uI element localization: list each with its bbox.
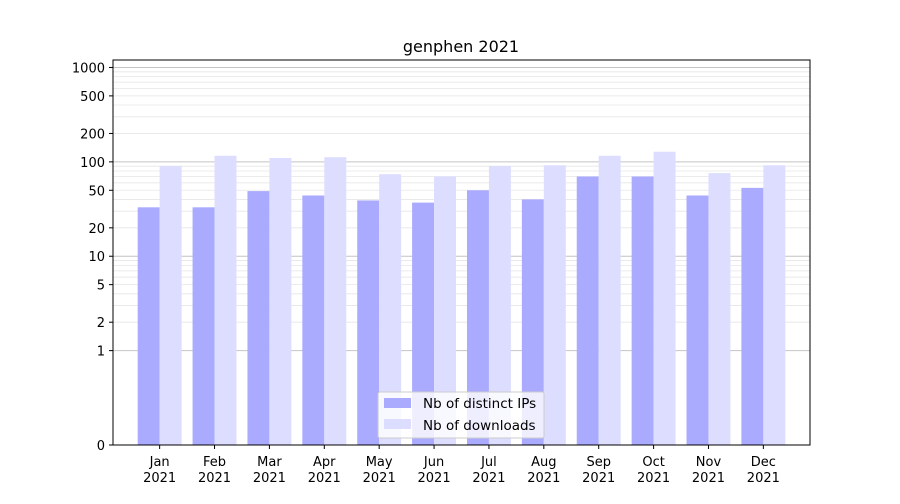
legend-swatch-distinct-ips [384, 398, 411, 408]
bar-downloads-10 [653, 151, 676, 446]
bar-downloads-11 [708, 173, 731, 446]
bar-downloads-7 [488, 166, 511, 445]
legend-label-distinct-ips: Nb of distinct IPs [423, 396, 536, 412]
bar-distinct-ips-9 [576, 176, 599, 445]
y-tick-label: 10 [88, 250, 105, 265]
bar-distinct-ips-4 [302, 195, 325, 445]
bar-downloads-9 [598, 155, 621, 445]
x-tick-label: Jul 2021 [472, 455, 505, 486]
x-tick-label: Aug 2021 [527, 455, 560, 486]
bar-distinct-ips-2 [192, 207, 215, 445]
bar-downloads-5 [379, 174, 402, 445]
x-tick-label: Jun 2021 [418, 455, 451, 486]
bar-downloads-3 [269, 157, 292, 445]
x-tick-label: Sep 2021 [582, 455, 615, 486]
axes-layer: 0 1 2 5 10 20 50 100 200 500 1000 Jan 2021 Feb 2021 Mar… [72, 59, 811, 486]
y-tick-label: 0 [97, 439, 105, 454]
bar-distinct-ips-10 [631, 176, 654, 445]
bar-distinct-ips-7 [466, 190, 489, 445]
bar-downloads-12 [763, 165, 786, 445]
y-tick-label: 2 [97, 316, 105, 331]
bar-downloads-6 [434, 176, 457, 445]
legend-swatch-downloads [384, 419, 411, 429]
x-tick-label: Oct 2021 [637, 455, 670, 486]
x-tick-label: May 2021 [363, 455, 396, 486]
x-tick-label: Apr 2021 [308, 455, 341, 486]
legend: Nb of distinct IPs Nb of downloads [377, 391, 545, 439]
bar-distinct-ips-5 [357, 200, 380, 445]
bar-distinct-ips-3 [247, 191, 270, 445]
bar-distinct-ips-11 [686, 195, 709, 445]
legend-frame [377, 391, 545, 439]
legend-label-downloads: Nb of downloads [423, 418, 536, 434]
bar-downloads-8 [543, 165, 566, 445]
y-tick-label: 20 [88, 222, 105, 237]
bar-downloads-2 [214, 155, 237, 445]
bar-distinct-ips-12 [741, 187, 764, 446]
x-tick-label: Jan 2021 [143, 455, 176, 486]
bar-distinct-ips-8 [521, 199, 544, 445]
y-tick-label: 5 [97, 279, 105, 294]
chart-title: genphen 2021 [403, 37, 519, 56]
plot-frame [112, 59, 811, 446]
y-tick-label: 50 [88, 184, 105, 199]
y-tick-label: 500 [80, 90, 105, 105]
y-tick-label: 100 [80, 156, 105, 171]
y-tick-label: 200 [80, 127, 105, 142]
y-tick-label: 1 [97, 345, 105, 360]
bar-distinct-ips-1 [137, 207, 160, 445]
x-tick-label: Feb 2021 [198, 455, 231, 486]
x-tick-label: Dec 2021 [747, 455, 780, 486]
bar-downloads-1 [159, 166, 182, 445]
bars-layer [137, 151, 786, 446]
x-tick-label: Nov 2021 [692, 455, 725, 486]
x-tick-label: Mar 2021 [253, 455, 286, 486]
y-tick-label: 1000 [72, 61, 105, 76]
bar-downloads-4 [324, 157, 347, 446]
bar-distinct-ips-6 [412, 202, 435, 445]
